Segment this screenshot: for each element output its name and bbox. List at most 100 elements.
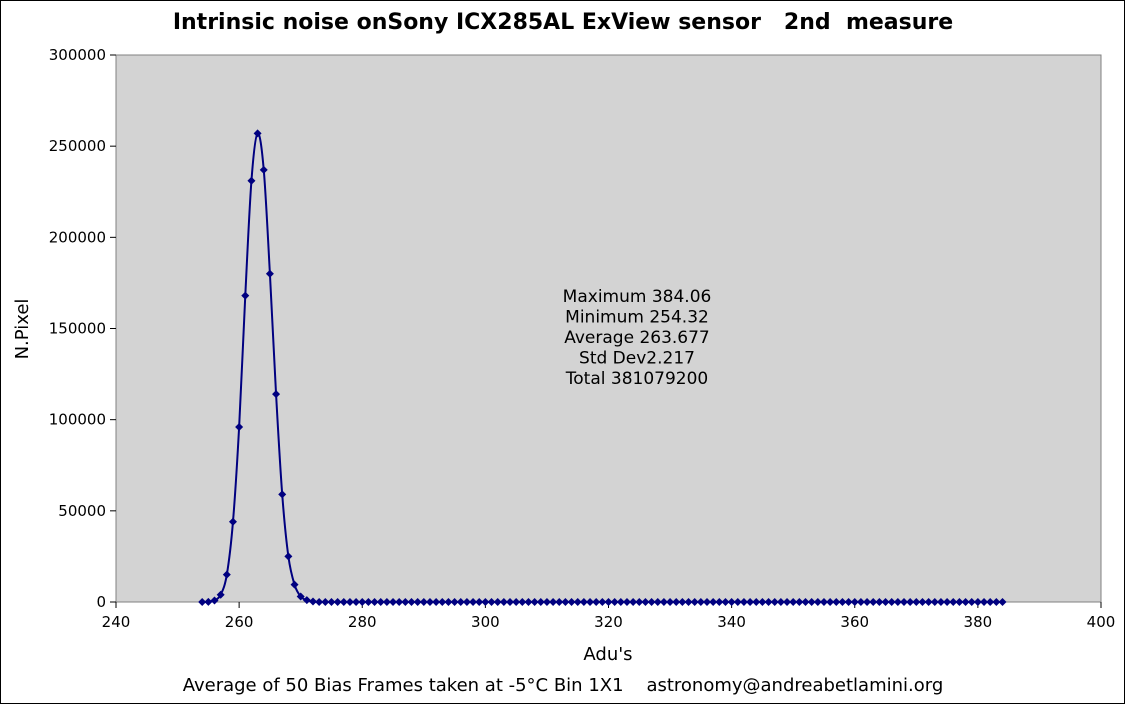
data-point: [309, 597, 317, 606]
data-point: [936, 598, 945, 606]
data-point: [389, 598, 398, 606]
data-point: [364, 598, 373, 606]
data-point: [863, 598, 872, 606]
data-point: [629, 598, 638, 606]
data-point: [524, 598, 533, 606]
data-point: [241, 291, 250, 300]
data-point: [967, 598, 976, 606]
data-point: [456, 598, 465, 606]
data-point: [198, 598, 207, 606]
x-tick-label: 300: [471, 613, 500, 631]
data-point: [604, 598, 613, 606]
data-point: [296, 592, 305, 601]
data-point: [345, 598, 354, 606]
data-point: [425, 598, 434, 606]
data-point: [838, 598, 847, 606]
stat-line: Average 263.677: [564, 328, 710, 348]
data-point: [672, 598, 681, 606]
x-tick-label: 360: [840, 613, 869, 631]
data-point: [881, 598, 890, 606]
data-point: [469, 598, 478, 606]
data-point: [955, 598, 964, 606]
data-point: [407, 598, 416, 606]
x-axis-label: Adu's: [583, 644, 632, 665]
data-point: [641, 598, 650, 606]
data-point: [918, 598, 927, 606]
data-point: [795, 598, 804, 606]
data-point: [413, 598, 422, 606]
data-point: [382, 598, 391, 606]
x-tick-label: 240: [102, 613, 131, 631]
data-point: [419, 598, 428, 606]
data-point: [666, 598, 675, 606]
data-point: [499, 598, 508, 606]
stat-line: Total 381079200: [565, 369, 708, 389]
data-point: [850, 598, 859, 606]
data-point: [764, 598, 773, 606]
data-point: [703, 598, 711, 606]
plot-area: [115, 54, 1102, 603]
data-point: [592, 598, 601, 606]
chart-title: Intrinsic noise onSony ICX285AL ExView s…: [173, 10, 953, 35]
data-point: [247, 176, 256, 185]
data-point: [813, 598, 822, 606]
data-point: [450, 598, 459, 606]
data-point: [259, 165, 268, 174]
data-point: [481, 598, 490, 606]
data-point: [973, 598, 982, 606]
data-point: [721, 598, 730, 606]
data-point: [210, 596, 219, 605]
footer-note: Average of 50 Bias Frames taken at -5°C …: [183, 675, 944, 696]
data-point: [376, 598, 385, 606]
data-point: [598, 598, 607, 606]
data-point: [986, 598, 995, 606]
data-point: [752, 598, 761, 606]
y-tick-label: 300000: [49, 46, 106, 64]
data-point: [801, 598, 810, 606]
data-point: [659, 598, 668, 606]
data-point: [893, 598, 902, 606]
data-point: [506, 598, 514, 606]
data-point: [530, 598, 539, 606]
data-point: [647, 598, 656, 606]
data-point: [395, 598, 404, 606]
data-point: [819, 598, 828, 606]
data-point: [832, 598, 841, 606]
data-point: [272, 390, 281, 399]
data-point: [235, 422, 244, 431]
data-point: [265, 269, 274, 278]
y-axis-label: N.Pixel: [12, 299, 33, 360]
data-point: [487, 598, 496, 606]
data-point: [536, 598, 545, 606]
data-point: [284, 552, 293, 561]
y-tick-label: 0: [96, 593, 106, 611]
x-tick-label: 320: [594, 613, 623, 631]
data-point: [555, 598, 564, 606]
y-tick-label: 150000: [49, 320, 106, 338]
data-point: [567, 598, 576, 606]
data-point: [807, 598, 816, 606]
data-point: [302, 596, 311, 605]
data-point: [900, 598, 908, 606]
stat-line: Minimum 254.32: [565, 308, 709, 328]
data-point: [758, 598, 767, 606]
data-point: [290, 580, 299, 589]
data-point: [222, 570, 231, 579]
data-point: [493, 598, 502, 606]
data-point: [709, 598, 718, 606]
data-point: [204, 597, 213, 606]
y-tick-label: 50000: [58, 502, 106, 520]
data-point: [727, 598, 736, 606]
data-point: [924, 598, 933, 606]
data-point: [475, 598, 484, 606]
data-point: [826, 598, 835, 606]
data-point: [715, 598, 724, 606]
data-point: [696, 598, 705, 606]
y-axis: 0 50000 100000 150000 200000 250000 300000: [49, 46, 116, 611]
data-point: [549, 598, 558, 606]
data-point: [844, 598, 853, 606]
data-point: [746, 598, 755, 606]
